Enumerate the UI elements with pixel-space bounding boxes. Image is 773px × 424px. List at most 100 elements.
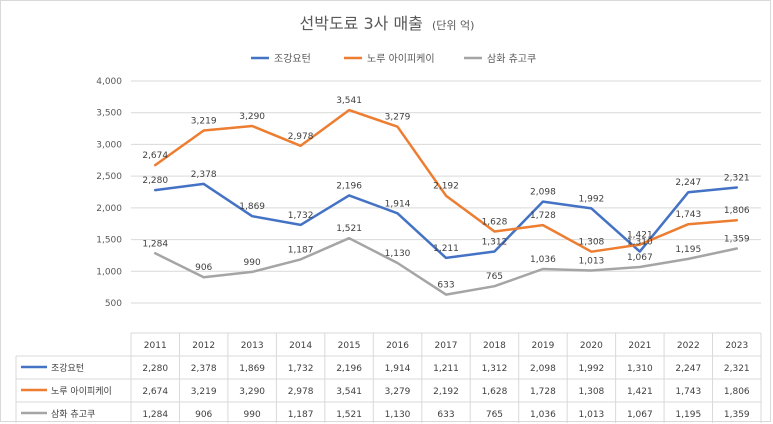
table-cell: 1,312 [482,364,508,374]
table-cell: 2,247 [675,364,701,374]
table-cell: 2,196 [336,364,362,374]
data-label: 1,308 [579,238,605,248]
data-label: 1,312 [482,237,508,247]
table-cell: 1,036 [530,410,556,420]
table-cell: 2,674 [142,387,168,397]
legend-label: 조강요턴 [274,53,311,65]
table-cell: 1,728 [530,387,556,397]
table-cell: 1,013 [579,410,605,420]
data-label: 906 [195,263,212,273]
table-cell: 2,378 [191,364,217,374]
data-label: 3,279 [385,113,411,123]
table-cell: 1,806 [724,387,750,397]
x-category-label: 2021 [628,341,651,351]
data-label: 1,130 [385,249,411,259]
table-cell: 1,284 [142,410,168,420]
legend: 조강요턴 노루 아이피케이 삼화 츄고쿠 [251,53,536,65]
y-tick-label: 3,500 [96,109,122,119]
data-label: 2,280 [142,176,168,186]
table-cell: 1,067 [627,410,653,420]
x-category-label: 2011 [144,341,167,351]
x-category-label: 2020 [580,341,603,351]
data-label: 2,247 [675,178,701,188]
table-cell: 1,914 [385,364,411,374]
data-label: 1,359 [724,235,750,245]
data-label: 1,284 [142,239,168,249]
y-tick-label: 500 [105,299,122,309]
data-label: 1,628 [482,217,508,227]
table-series-name: 삼화 츄고쿠 [51,409,95,420]
table-cell: 3,290 [239,387,265,397]
series-lines [153,108,739,296]
x-category-label: 2017 [435,341,458,351]
data-label: 1,211 [433,244,459,254]
data-label: 633 [437,281,454,291]
y-tick-label: 2,500 [96,172,122,182]
x-category-label: 2019 [531,341,554,351]
series-line [153,108,739,253]
data-label: 1,732 [288,211,314,221]
legend-label: 노루 아이피케이 [367,53,435,65]
data-label: 1,869 [239,202,265,212]
chart-title: 선박도료 3사 매출 (단위 억) [300,14,475,33]
table-cell: 633 [437,410,454,420]
x-category-label: 2015 [338,341,361,351]
x-category-label: 2016 [386,341,409,351]
data-label: 1,310 [627,238,653,248]
table-cell: 1,732 [288,364,314,374]
chart-title-main: 선박도료 3사 매출 [300,14,423,33]
x-category-label: 2022 [677,341,700,351]
data-label: 2,196 [336,181,362,191]
table-cell: 1,130 [385,410,411,420]
data-label: 2,321 [724,173,750,183]
data-label: 1,013 [579,256,605,266]
data-label: 3,219 [191,117,217,127]
data-label: 2,098 [530,188,556,198]
data-label: 1,806 [724,206,750,216]
table-cell: 2,280 [142,364,168,374]
gridlines [131,80,761,304]
table-cell: 2,978 [288,387,314,397]
table-cell: 1,521 [336,410,362,420]
table-cell: 906 [195,410,212,420]
table-cell: 1,195 [675,410,701,420]
legend-label: 삼화 츄고쿠 [487,53,536,65]
y-tick-label: 4,000 [96,77,122,87]
table-cell: 3,541 [336,387,362,397]
y-tick-label: 1,000 [96,267,122,277]
data-label: 1,036 [530,255,556,265]
table-cell: 1,628 [482,387,508,397]
data-label: 3,541 [336,96,362,106]
data-label: 2,378 [191,170,217,180]
table-cell: 990 [244,410,261,420]
y-tick-label: 3,000 [96,140,122,150]
x-category-label: 2014 [289,341,312,351]
table-cell: 1,421 [627,387,653,397]
y-tick-label: 1,500 [96,236,122,246]
series-line [153,236,739,296]
data-labels: 2,280 2,378 1,869 1,732 2,196 1,914 1,211 1,312… [142,96,750,290]
data-label: 765 [486,272,503,282]
table-cell: 1,869 [239,364,265,374]
x-category-label: 2018 [483,341,506,351]
table-cell: 3,279 [385,387,411,397]
data-label: 1,728 [530,211,556,221]
table-series-name: 조강요턴 [51,363,84,374]
table-cell: 1,743 [675,387,701,397]
data-label: 1,421 [627,231,653,241]
data-label: 1,195 [675,245,701,255]
data-table: 2011 2012 2013 2014 2015 2016 2017 2018 2019 2020… [15,332,762,423]
chart-title-unit: (단위 억) [432,19,474,32]
table-series-name: 노루 아이피케이 [51,386,112,397]
data-label: 1,743 [675,210,701,220]
x-category-label: 2013 [241,341,264,351]
data-label: 990 [244,258,261,268]
data-label: 1,067 [627,253,653,263]
table-cell: 1,187 [288,410,314,420]
data-label: 1,914 [385,199,411,209]
table-cell: 765 [486,410,503,420]
data-label: 2,192 [433,182,459,192]
data-label: 2,674 [142,151,168,161]
table-cell: 1,992 [579,364,605,374]
